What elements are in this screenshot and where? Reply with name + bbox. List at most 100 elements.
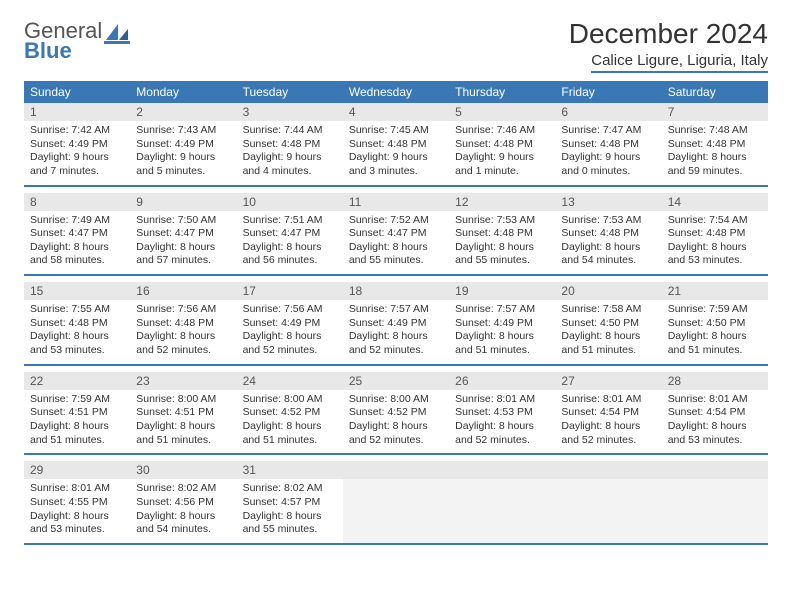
day-cell-5: 5Sunrise: 7:46 AMSunset: 4:48 PMDaylight… — [449, 103, 555, 185]
empty-day-cell — [555, 461, 661, 543]
day-number-empty — [555, 461, 661, 479]
day-info: Sunrise: 7:42 AMSunset: 4:49 PMDaylight:… — [24, 121, 130, 179]
sail-icon — [104, 22, 130, 49]
day-info: Sunrise: 7:54 AMSunset: 4:48 PMDaylight:… — [662, 211, 768, 269]
day-info: Sunrise: 7:48 AMSunset: 4:48 PMDaylight:… — [662, 121, 768, 179]
day-cell-30: 30Sunrise: 8:02 AMSunset: 4:56 PMDayligh… — [130, 461, 236, 543]
day-info: Sunrise: 7:52 AMSunset: 4:47 PMDaylight:… — [343, 211, 449, 269]
day-number: 9 — [130, 193, 236, 211]
title-block: December 2024 Calice Ligure, Liguria, It… — [569, 18, 768, 73]
day-cell-1: 1Sunrise: 7:42 AMSunset: 4:49 PMDaylight… — [24, 103, 130, 185]
day-number: 31 — [237, 461, 343, 479]
day-cell-10: 10Sunrise: 7:51 AMSunset: 4:47 PMDayligh… — [237, 193, 343, 275]
day-info: Sunrise: 8:00 AMSunset: 4:52 PMDaylight:… — [237, 390, 343, 448]
day-number: 23 — [130, 372, 236, 390]
weekday-monday: Monday — [130, 81, 236, 103]
day-number: 28 — [662, 372, 768, 390]
day-info: Sunrise: 8:01 AMSunset: 4:53 PMDaylight:… — [449, 390, 555, 448]
weekday-wednesday: Wednesday — [343, 81, 449, 103]
empty-day-cell — [662, 461, 768, 543]
day-info: Sunrise: 7:44 AMSunset: 4:48 PMDaylight:… — [237, 121, 343, 179]
day-cell-14: 14Sunrise: 7:54 AMSunset: 4:48 PMDayligh… — [662, 193, 768, 275]
day-number: 1 — [24, 103, 130, 121]
day-number: 21 — [662, 282, 768, 300]
day-cell-29: 29Sunrise: 8:01 AMSunset: 4:55 PMDayligh… — [24, 461, 130, 543]
day-cell-6: 6Sunrise: 7:47 AMSunset: 4:48 PMDaylight… — [555, 103, 661, 185]
day-number: 25 — [343, 372, 449, 390]
weekday-saturday: Saturday — [662, 81, 768, 103]
weekday-sunday: Sunday — [24, 81, 130, 103]
logo-text: General Blue — [24, 18, 102, 64]
day-info: Sunrise: 7:45 AMSunset: 4:48 PMDaylight:… — [343, 121, 449, 179]
month-title: December 2024 — [569, 18, 768, 50]
day-info: Sunrise: 8:02 AMSunset: 4:56 PMDaylight:… — [130, 479, 236, 537]
day-number: 26 — [449, 372, 555, 390]
day-number: 18 — [343, 282, 449, 300]
day-info: Sunrise: 7:43 AMSunset: 4:49 PMDaylight:… — [130, 121, 236, 179]
week-row: 22Sunrise: 7:59 AMSunset: 4:51 PMDayligh… — [24, 372, 768, 456]
day-cell-31: 31Sunrise: 8:02 AMSunset: 4:57 PMDayligh… — [237, 461, 343, 543]
day-cell-2: 2Sunrise: 7:43 AMSunset: 4:49 PMDaylight… — [130, 103, 236, 185]
day-cell-11: 11Sunrise: 7:52 AMSunset: 4:47 PMDayligh… — [343, 193, 449, 275]
day-cell-20: 20Sunrise: 7:58 AMSunset: 4:50 PMDayligh… — [555, 282, 661, 364]
week-row: 1Sunrise: 7:42 AMSunset: 4:49 PMDaylight… — [24, 103, 768, 187]
weekday-header-row: SundayMondayTuesdayWednesdayThursdayFrid… — [24, 81, 768, 103]
day-cell-12: 12Sunrise: 7:53 AMSunset: 4:48 PMDayligh… — [449, 193, 555, 275]
day-cell-21: 21Sunrise: 7:59 AMSunset: 4:50 PMDayligh… — [662, 282, 768, 364]
day-number: 14 — [662, 193, 768, 211]
week-row: 29Sunrise: 8:01 AMSunset: 4:55 PMDayligh… — [24, 461, 768, 545]
calendar: SundayMondayTuesdayWednesdayThursdayFrid… — [24, 81, 768, 545]
day-number-empty — [449, 461, 555, 479]
day-info: Sunrise: 7:51 AMSunset: 4:47 PMDaylight:… — [237, 211, 343, 269]
day-info: Sunrise: 7:49 AMSunset: 4:47 PMDaylight:… — [24, 211, 130, 269]
day-info: Sunrise: 7:47 AMSunset: 4:48 PMDaylight:… — [555, 121, 661, 179]
day-number: 10 — [237, 193, 343, 211]
weekday-friday: Friday — [555, 81, 661, 103]
day-number: 11 — [343, 193, 449, 211]
day-cell-15: 15Sunrise: 7:55 AMSunset: 4:48 PMDayligh… — [24, 282, 130, 364]
day-number: 12 — [449, 193, 555, 211]
day-cell-23: 23Sunrise: 8:00 AMSunset: 4:51 PMDayligh… — [130, 372, 236, 454]
day-cell-22: 22Sunrise: 7:59 AMSunset: 4:51 PMDayligh… — [24, 372, 130, 454]
day-info: Sunrise: 7:55 AMSunset: 4:48 PMDaylight:… — [24, 300, 130, 358]
day-number: 30 — [130, 461, 236, 479]
day-number: 17 — [237, 282, 343, 300]
day-info: Sunrise: 8:00 AMSunset: 4:52 PMDaylight:… — [343, 390, 449, 448]
day-number: 2 — [130, 103, 236, 121]
day-info: Sunrise: 7:50 AMSunset: 4:47 PMDaylight:… — [130, 211, 236, 269]
day-cell-28: 28Sunrise: 8:01 AMSunset: 4:54 PMDayligh… — [662, 372, 768, 454]
day-number: 20 — [555, 282, 661, 300]
day-info: Sunrise: 7:58 AMSunset: 4:50 PMDaylight:… — [555, 300, 661, 358]
day-cell-19: 19Sunrise: 7:57 AMSunset: 4:49 PMDayligh… — [449, 282, 555, 364]
day-info: Sunrise: 7:53 AMSunset: 4:48 PMDaylight:… — [449, 211, 555, 269]
day-info: Sunrise: 8:01 AMSunset: 4:54 PMDaylight:… — [662, 390, 768, 448]
day-cell-24: 24Sunrise: 8:00 AMSunset: 4:52 PMDayligh… — [237, 372, 343, 454]
day-info: Sunrise: 8:01 AMSunset: 4:54 PMDaylight:… — [555, 390, 661, 448]
empty-day-cell — [343, 461, 449, 543]
location: Calice Ligure, Liguria, Italy — [591, 52, 768, 73]
day-cell-3: 3Sunrise: 7:44 AMSunset: 4:48 PMDaylight… — [237, 103, 343, 185]
day-info: Sunrise: 7:57 AMSunset: 4:49 PMDaylight:… — [343, 300, 449, 358]
day-info: Sunrise: 7:53 AMSunset: 4:48 PMDaylight:… — [555, 211, 661, 269]
day-info: Sunrise: 8:00 AMSunset: 4:51 PMDaylight:… — [130, 390, 236, 448]
day-number: 8 — [24, 193, 130, 211]
day-info: Sunrise: 7:59 AMSunset: 4:50 PMDaylight:… — [662, 300, 768, 358]
day-number: 29 — [24, 461, 130, 479]
day-info: Sunrise: 7:56 AMSunset: 4:49 PMDaylight:… — [237, 300, 343, 358]
day-cell-7: 7Sunrise: 7:48 AMSunset: 4:48 PMDaylight… — [662, 103, 768, 185]
day-cell-16: 16Sunrise: 7:56 AMSunset: 4:48 PMDayligh… — [130, 282, 236, 364]
day-number: 5 — [449, 103, 555, 121]
day-cell-18: 18Sunrise: 7:57 AMSunset: 4:49 PMDayligh… — [343, 282, 449, 364]
day-number: 4 — [343, 103, 449, 121]
day-info: Sunrise: 7:56 AMSunset: 4:48 PMDaylight:… — [130, 300, 236, 358]
day-cell-9: 9Sunrise: 7:50 AMSunset: 4:47 PMDaylight… — [130, 193, 236, 275]
day-cell-27: 27Sunrise: 8:01 AMSunset: 4:54 PMDayligh… — [555, 372, 661, 454]
day-number-empty — [343, 461, 449, 479]
week-row: 8Sunrise: 7:49 AMSunset: 4:47 PMDaylight… — [24, 193, 768, 277]
empty-day-cell — [449, 461, 555, 543]
day-number: 13 — [555, 193, 661, 211]
day-cell-17: 17Sunrise: 7:56 AMSunset: 4:49 PMDayligh… — [237, 282, 343, 364]
day-number: 15 — [24, 282, 130, 300]
day-number: 24 — [237, 372, 343, 390]
day-info: Sunrise: 7:46 AMSunset: 4:48 PMDaylight:… — [449, 121, 555, 179]
